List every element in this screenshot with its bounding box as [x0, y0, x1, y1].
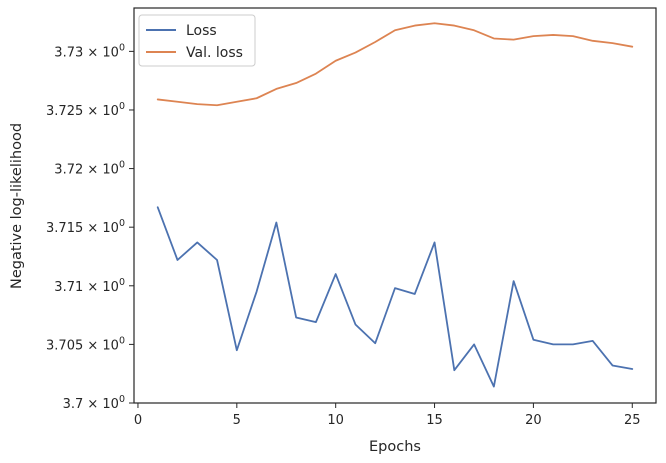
legend-label-loss: Loss	[186, 23, 217, 39]
y-axis-label: Negative log-likelihood	[9, 123, 25, 289]
y-tick-label: 3.715 × 100	[46, 218, 125, 236]
x-tick-label: 0	[134, 413, 142, 428]
x-tick-label: 5	[233, 413, 241, 428]
y-tick-label: 3.705 × 100	[46, 335, 125, 353]
y-tick-label: 3.71 × 100	[54, 277, 125, 295]
legend-label-val-loss: Val. loss	[186, 45, 243, 61]
legend-box	[138, 14, 256, 67]
x-tick-label: 10	[327, 413, 344, 428]
series-line-loss	[156, 206, 634, 388]
plot-area	[134, 8, 656, 403]
plot-frame	[133, 7, 657, 404]
x-tick-label: 20	[525, 413, 542, 428]
y-tick-label: 3.73 × 100	[54, 42, 125, 60]
x-tick-label: 25	[624, 413, 641, 428]
y-tick-label: 3.725 × 100	[46, 101, 125, 119]
x-tick-label: 15	[426, 413, 443, 428]
series-line-val-loss	[156, 22, 634, 107]
x-axis-label: Epochs	[369, 439, 421, 455]
y-tick-label: 3.72 × 100	[54, 160, 125, 178]
y-tick-label: 3.7 × 100	[63, 394, 125, 412]
legend: Loss Val. loss	[138, 14, 256, 67]
